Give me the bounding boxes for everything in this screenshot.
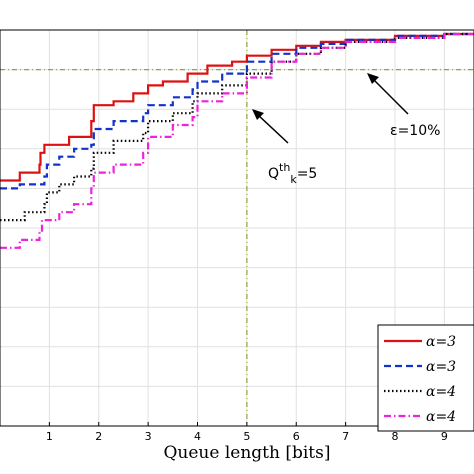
threshold-annotation: Qthk=5 — [252, 109, 317, 186]
legend-label-0: α=3 — [426, 334, 456, 350]
threshold-arrow-head — [252, 109, 264, 120]
epsilon-label: ε=10% — [390, 123, 440, 139]
x-tick-label-3: 4 — [194, 430, 201, 443]
x-tick-label-2: 3 — [145, 430, 152, 443]
legend-label-1: α=3 — [426, 359, 456, 375]
x-axis-label: Queue length [bits] — [163, 443, 330, 463]
legend-label-3: α=4 — [426, 409, 456, 425]
x-tick-label-6: 7 — [342, 430, 349, 443]
x-tick-label-1: 2 — [95, 430, 102, 443]
threshold-arrow-line — [256, 113, 289, 144]
threshold-value: =5 — [297, 166, 318, 182]
epsilon-arrow-line — [371, 77, 409, 115]
x-tick-label-0: 1 — [46, 430, 53, 443]
series-line-2 — [0, 32, 474, 222]
series-line-0 — [0, 32, 474, 182]
legend-box — [377, 324, 474, 432]
threshold-superscript: th — [279, 161, 290, 174]
legend: α=3 α=3 α=4 α=4 — [377, 324, 474, 432]
threshold-subscript: k — [290, 173, 297, 186]
legend-label-2: α=4 — [426, 384, 456, 400]
series-line-1 — [0, 32, 474, 190]
x-tick-label-5: 6 — [293, 430, 300, 443]
epsilon-annotation: ε=10% — [367, 73, 440, 139]
x-tick-label-7: 8 — [392, 430, 399, 443]
series-lines — [0, 32, 474, 249]
threshold-q: Q — [268, 166, 279, 182]
series-line-3 — [0, 32, 474, 249]
axes-frame — [0, 29, 474, 427]
x-tick-label-4: 5 — [243, 430, 250, 443]
threshold-label: Qthk=5 — [268, 161, 317, 186]
x-tick-labels: 1 2 3 4 5 6 7 8 9 — [46, 422, 448, 443]
epsilon-arrow-head — [367, 73, 379, 84]
x-tick-label-8: 9 — [441, 430, 448, 443]
